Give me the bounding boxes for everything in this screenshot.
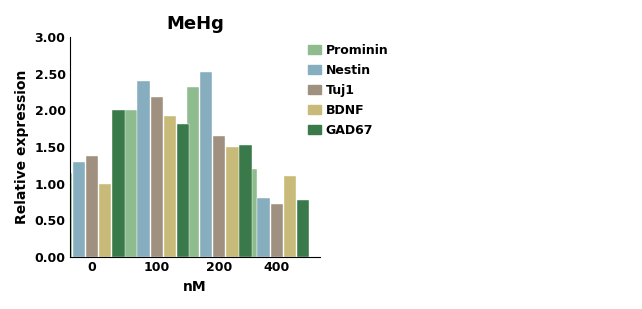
Y-axis label: Relative expression: Relative expression bbox=[15, 70, 29, 224]
Bar bbox=[137, 81, 150, 256]
Bar bbox=[86, 156, 98, 256]
Bar bbox=[60, 172, 72, 256]
Bar bbox=[112, 110, 125, 256]
Bar bbox=[226, 147, 239, 256]
Bar bbox=[257, 198, 270, 256]
Bar bbox=[164, 116, 176, 256]
Bar bbox=[271, 204, 283, 256]
Bar bbox=[187, 87, 199, 256]
Bar bbox=[125, 110, 137, 256]
Title: MeHg: MeHg bbox=[166, 15, 224, 33]
Bar bbox=[99, 184, 111, 256]
Bar bbox=[213, 136, 225, 256]
Bar bbox=[244, 169, 257, 256]
Bar bbox=[239, 146, 252, 256]
X-axis label: nM: nM bbox=[184, 280, 207, 294]
Bar bbox=[177, 124, 189, 256]
Bar bbox=[200, 72, 212, 256]
Bar bbox=[297, 200, 309, 256]
Bar bbox=[151, 97, 163, 256]
Bar bbox=[284, 176, 296, 256]
Bar bbox=[73, 162, 85, 256]
Legend: Prominin, Nestin, Tuj1, BDNF, GAD67: Prominin, Nestin, Tuj1, BDNF, GAD67 bbox=[303, 39, 394, 142]
